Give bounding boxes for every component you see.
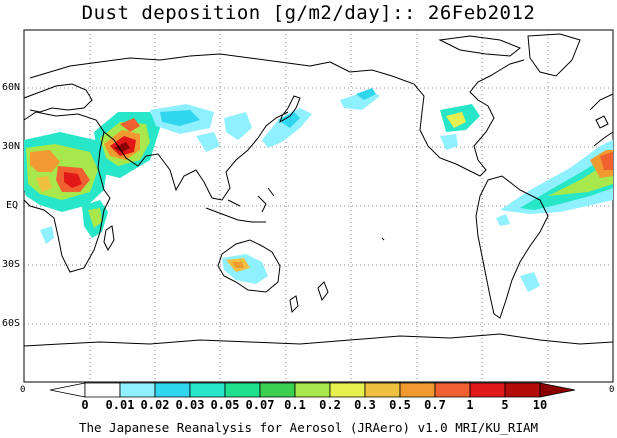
coast-indonesia	[205, 187, 275, 223]
colorbar-label: 0.2	[319, 398, 341, 412]
colorbar-label: 0.7	[424, 398, 446, 412]
colorbar-label: 0.3	[354, 398, 376, 412]
colorbar-label: 5	[501, 398, 509, 412]
lon-label-left: 0	[20, 385, 25, 395]
coast-eurasia-north	[29, 53, 331, 79]
colorbar-label: 0.07	[245, 398, 275, 412]
colorbar-label: 0.02	[140, 398, 170, 412]
coast-south-america	[475, 175, 549, 319]
coast-north-america	[329, 59, 525, 177]
colorbar-label: 0.01	[105, 398, 135, 412]
lat-label-30n: 30N	[2, 141, 21, 152]
lat-label-60s: 60S	[2, 318, 21, 329]
lat-label-eq: EQ	[6, 200, 19, 211]
lat-label-60n: 60N	[2, 82, 21, 93]
dust-fields	[24, 88, 613, 292]
colorbar-label: 0	[81, 398, 89, 412]
coastlines	[23, 33, 614, 347]
colorbar-label: 0.5	[389, 398, 411, 412]
coast-madagascar	[103, 225, 115, 252]
colorbar-label: 0.03	[175, 398, 205, 412]
colorbar-label: 0.05	[210, 398, 240, 412]
coast-africa	[23, 111, 111, 273]
coast-greenland	[527, 33, 581, 77]
coast-arabia-india	[103, 111, 289, 201]
colorbar-label: 1	[466, 398, 474, 412]
lat-label-30s: 30S	[2, 259, 21, 270]
coast-antarctica	[23, 333, 614, 347]
lon-label-right: 0	[609, 385, 614, 395]
map-title: Dust deposition [g/m2/day]:: 26Feb2012	[81, 2, 536, 24]
coast-australia	[217, 239, 281, 293]
colorbar-label: 0.1	[284, 398, 306, 412]
footer-credit: The Japanese Reanalysis for Aerosol (JRA…	[78, 420, 539, 435]
colorbar-label: 10	[532, 398, 548, 412]
coast-japan	[279, 95, 301, 124]
